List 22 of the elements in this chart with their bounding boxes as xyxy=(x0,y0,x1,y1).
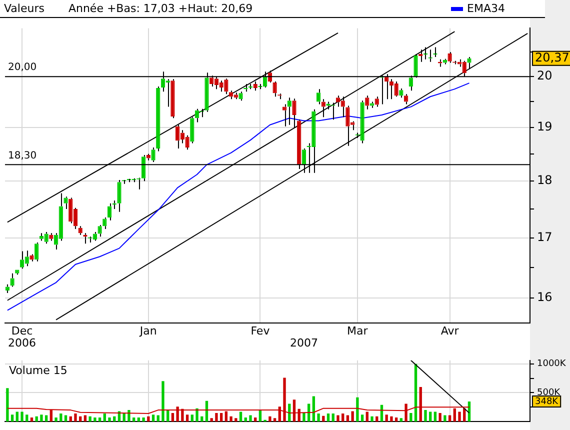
y-tick-label: 19 xyxy=(537,120,552,134)
y-tick-label: 500K xyxy=(537,388,562,398)
legend-label: EMA34 xyxy=(467,2,505,15)
legend-title: Valeurs xyxy=(4,2,44,15)
y-tick-label: 16 xyxy=(537,290,552,304)
text: 2006 xyxy=(8,336,36,350)
ref-line-label: 20,00 xyxy=(8,62,37,74)
annotation: 20,37 xyxy=(535,50,570,65)
x-tick-label: Avr xyxy=(440,324,460,338)
text: 2007 xyxy=(290,336,318,350)
y-tick-label: 1000K xyxy=(537,359,567,370)
x-tick-label: Dec xyxy=(11,324,33,338)
y-tick-label: 17 xyxy=(537,230,552,244)
y-tick-label: 20 xyxy=(537,68,552,83)
y-tick-label: 18 xyxy=(537,173,552,188)
annotation: 348K xyxy=(535,396,560,407)
ref-line-label: 18,30 xyxy=(8,150,37,162)
x-tick-label: Mar xyxy=(347,324,368,338)
chart-title: Volume 15 xyxy=(9,364,68,377)
x-tick-label: Jan xyxy=(138,324,157,338)
chart-subtitle: Année +Bas: 17,03 +Haut: 20,69 xyxy=(68,2,253,15)
x-tick-label: Fev xyxy=(250,324,270,338)
